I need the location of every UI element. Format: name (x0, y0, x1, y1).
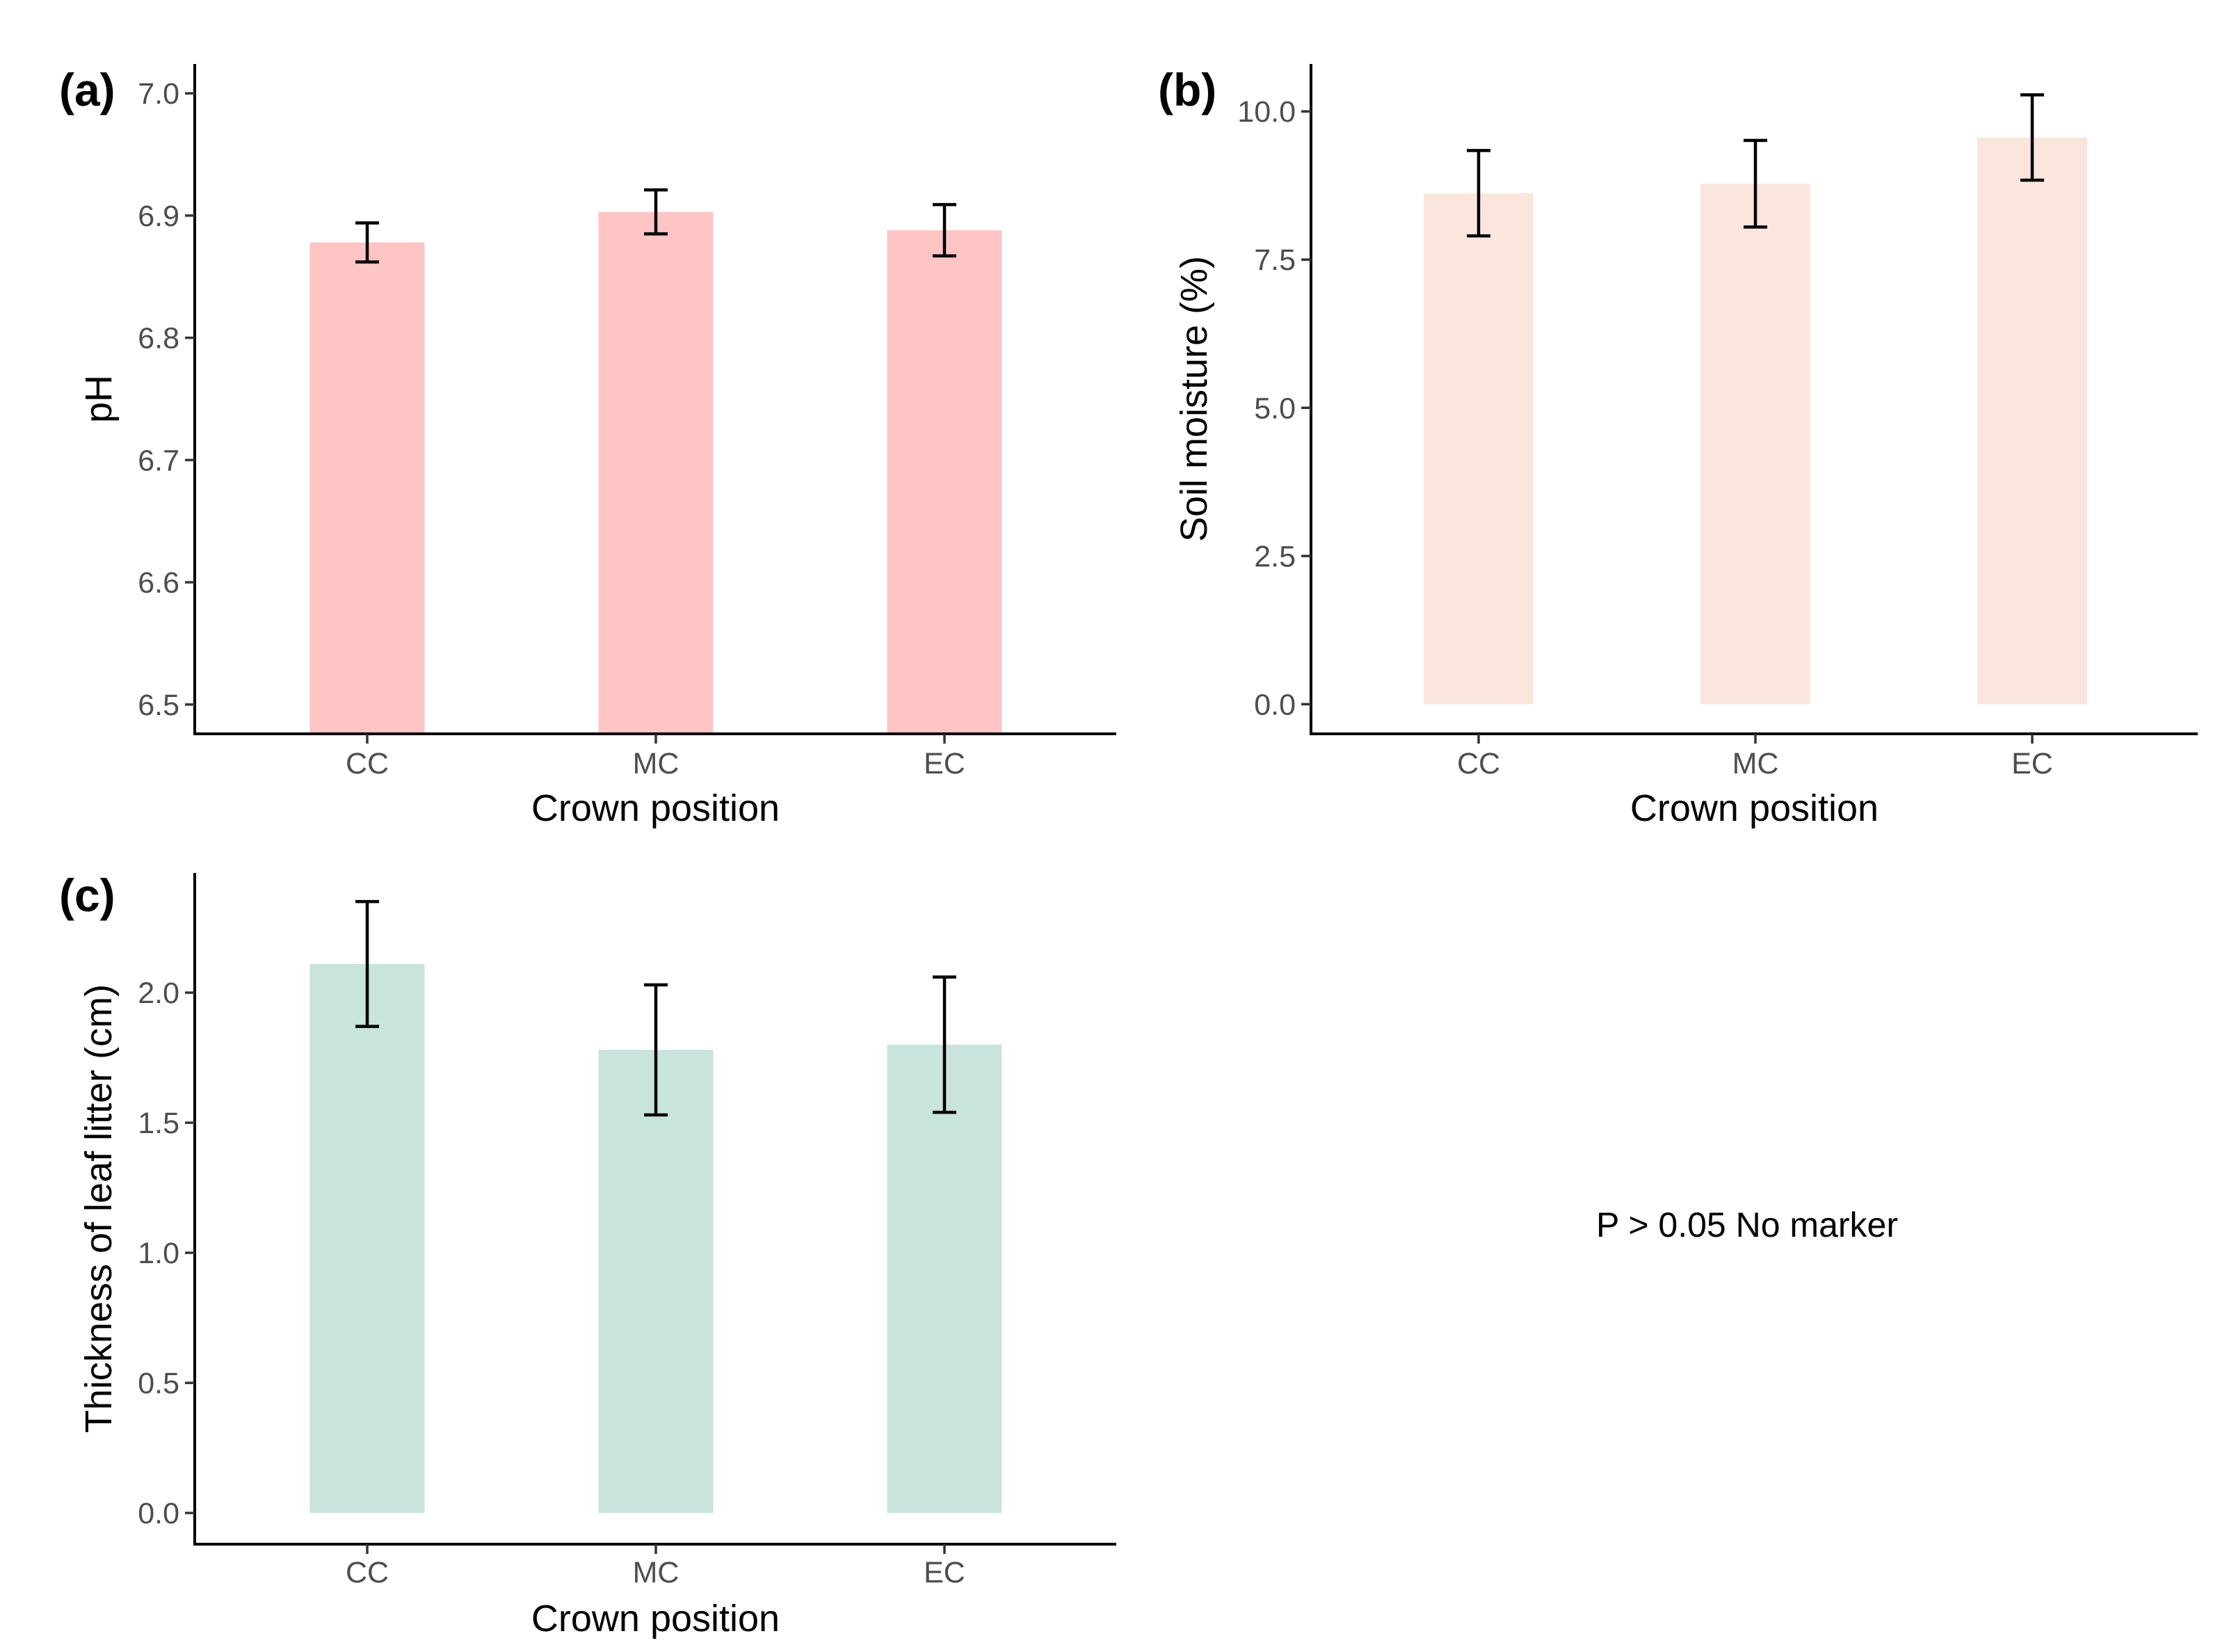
panel-c: (c) 0.0 0.5 1.0 1.5 2.0 CC MC EC Crown position Th… (59, 869, 1116, 1639)
panel-b-y-tick-label: 5.0 (1254, 392, 1296, 425)
panel-b-x-tick-label: CC (1457, 747, 1500, 780)
panel-b-bar-mc (1700, 184, 1810, 705)
panel-c-bar-cc (309, 963, 425, 1514)
panel-c-errorbar-cc (355, 899, 379, 1028)
panel-a-errorbar-mc (644, 188, 668, 236)
panel-a-y-tick-label: 6.8 (138, 322, 179, 355)
panel-b-errorbar-ec (2020, 93, 2044, 182)
panel-c-y-title: Thickness of leaf litter (cm) (78, 984, 120, 1433)
panel-a-y-title: pH (78, 375, 120, 423)
panel-c-errorbar-mc (644, 983, 668, 1117)
panel-c-label: (c) (59, 869, 115, 921)
panel-a-label: (a) (59, 64, 115, 115)
panel-b-x-title: Crown position (1630, 787, 1879, 829)
panel-b-errorbar-mc (1744, 138, 1767, 229)
panel-b-y-title: Soil moisture (%) (1173, 256, 1215, 542)
panel-c-y-tick-label: 1.0 (138, 1237, 179, 1270)
panel-b-errorbar-cc (1467, 149, 1490, 238)
panel-a-bar-cc (309, 242, 425, 735)
panel-c-y-tick-label: 2.0 (138, 977, 179, 1010)
panel-b-bar-cc (1424, 193, 1534, 705)
panel-a-bar-mc (598, 211, 714, 735)
panel-b-x-tick-label: EC (2011, 747, 2053, 780)
panel-c-x-title: Crown position (531, 1598, 780, 1639)
panel-a-y-tick-label: 7.0 (138, 77, 179, 111)
panel-a-errorbar-cc (355, 221, 379, 264)
panel-a: (a) 6.5 6.6 6.7 6.8 6.9 7.0 CC MC EC Crown positio… (59, 64, 1116, 829)
panel-a-y-tick-label: 6.6 (138, 566, 179, 600)
panel-a-y-tick-label: 6.7 (138, 444, 179, 477)
panel-c-bar-ec (887, 1044, 1002, 1514)
panel-b-y-tick-label: 2.5 (1254, 540, 1296, 573)
panel-b-x-tick-label: MC (1732, 747, 1779, 780)
panel-b: (b) 0.0 2.5 5.0 7.5 10.0 CC MC EC Crown position S… (1158, 64, 2198, 829)
panel-a-x-title: Crown position (531, 787, 780, 829)
panel-c-y-tick-label: 0.5 (138, 1367, 179, 1400)
panel-c-y-tick-label: 1.5 (138, 1107, 179, 1140)
panel-b-bar-ec (1977, 137, 2087, 705)
panel-a-x-tick-label: EC (924, 747, 965, 780)
panel-c-x-tick-label: EC (924, 1556, 965, 1589)
panel-c-x-tick-label: CC (346, 1556, 389, 1589)
panel-a-x-tick-label: MC (633, 747, 679, 780)
panel-b-y-tick-label: 10.0 (1237, 95, 1296, 129)
panel-a-y-tick-label: 6.9 (138, 200, 179, 233)
panel-c-x-tick-label: MC (633, 1556, 679, 1589)
panel-a-y-tick-label: 6.5 (138, 689, 179, 722)
panel-c-bar-mc (598, 1050, 714, 1514)
panel-a-bar-ec (887, 230, 1002, 735)
panel-c-y-tick-label: 0.0 (138, 1497, 179, 1530)
panel-b-y-tick-label: 7.5 (1254, 243, 1296, 277)
panel-b-label: (b) (1158, 64, 1216, 115)
panel-b-y-tick-label: 0.0 (1254, 688, 1296, 721)
significance-note: P > 0.05 No marker (1596, 1205, 1898, 1244)
panel-a-errorbar-ec (933, 202, 956, 258)
panel-a-x-tick-label: CC (346, 747, 389, 780)
panel-c-errorbar-ec (933, 975, 956, 1114)
